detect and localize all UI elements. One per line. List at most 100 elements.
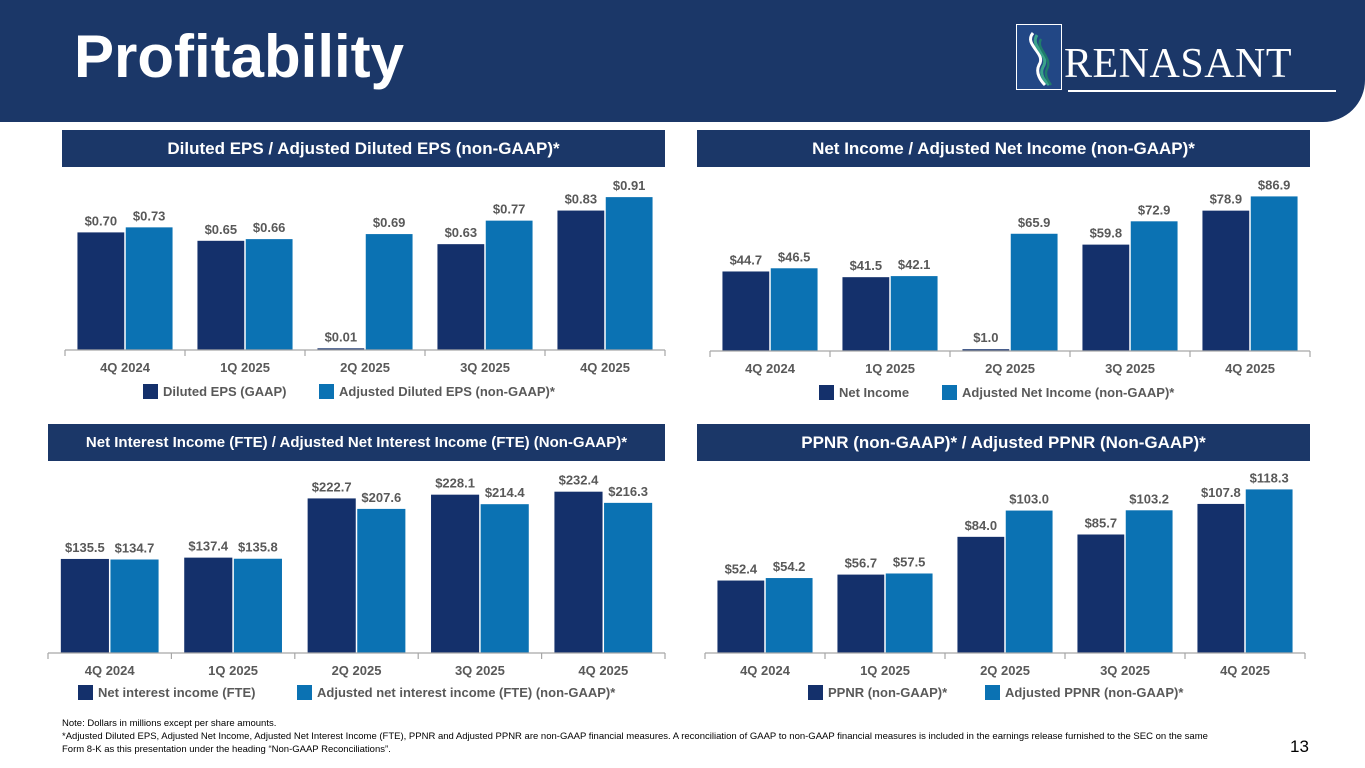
- data-label: $135.8: [238, 540, 278, 555]
- bar-secondary: [1005, 510, 1053, 653]
- category-label: 1Q 2025: [220, 360, 270, 375]
- bar-secondary: [125, 227, 173, 350]
- bar-secondary: [770, 268, 818, 351]
- bar-secondary: [605, 197, 653, 350]
- category-label: 4Q 2025: [1225, 361, 1275, 376]
- panel-header-ppnr: PPNR (non-GAAP)* / Adjusted PPNR (Non-GA…: [697, 424, 1310, 461]
- legend-swatch-primary: [78, 685, 93, 700]
- category-label: 3Q 2025: [460, 360, 510, 375]
- data-label: $0.73: [133, 208, 166, 223]
- bar-primary: [557, 210, 605, 350]
- data-label: $56.7: [845, 556, 878, 571]
- data-label: $134.7: [115, 541, 155, 556]
- category-label: 4Q 2024: [740, 663, 791, 678]
- category-label: 3Q 2025: [1105, 361, 1155, 376]
- bar-primary: [722, 271, 770, 351]
- bar-primary: [957, 536, 1005, 653]
- logo-text: RENASANT: [1064, 41, 1293, 87]
- data-label: $0.69: [373, 215, 406, 230]
- data-label: $207.6: [361, 490, 401, 505]
- chart-net-income: $44.7 $46.5 4Q 2024 $41.5 $42.1 1Q 2025 $1.0 $6…: [709, 177, 1311, 400]
- footnote-dollars: Note: Dollars in millions except per sha…: [62, 718, 277, 729]
- data-label: $0.83: [565, 192, 598, 207]
- data-label: $46.5: [778, 249, 811, 264]
- data-label: $103.0: [1009, 492, 1049, 507]
- data-label: $86.9: [1258, 177, 1291, 192]
- bar-primary: [317, 348, 365, 350]
- bar-primary: [842, 277, 890, 351]
- title-bar: Profitability RENASANT: [0, 0, 1365, 122]
- data-label: $0.66: [253, 220, 286, 235]
- bar-primary: [1197, 503, 1245, 653]
- data-label: $1.0: [973, 330, 998, 345]
- data-label: $85.7: [1085, 515, 1118, 530]
- data-label: $222.7: [312, 479, 352, 494]
- legend-label: PPNR (non-GAAP)*: [828, 685, 948, 700]
- chart-diluted-eps: $0.70 $0.73 4Q 2024 $0.65 $0.66 1Q 2025 $0.01 $…: [64, 178, 666, 399]
- bar-secondary: [1245, 489, 1293, 653]
- data-label: $41.5: [850, 258, 883, 273]
- bar-primary: [837, 574, 885, 653]
- category-label: 4Q 2025: [578, 663, 628, 678]
- legend-swatch-primary: [808, 685, 823, 700]
- category-label: 2Q 2025: [340, 360, 390, 375]
- panel-header-net-income: Net Income / Adjusted Net Income (non-GA…: [697, 130, 1310, 167]
- data-label: $228.1: [435, 476, 475, 491]
- bar-secondary: [1250, 196, 1298, 351]
- legend-label: Adjusted PPNR (non-GAAP)*: [1005, 685, 1184, 700]
- data-label: $0.70: [85, 213, 118, 228]
- category-label: 4Q 2025: [1220, 663, 1270, 678]
- data-label: $0.63: [445, 225, 478, 240]
- data-label: $54.2: [773, 559, 806, 574]
- bar-secondary: [480, 504, 529, 653]
- category-label: 4Q 2025: [580, 360, 630, 375]
- panel-header-eps: Diluted EPS / Adjusted Diluted EPS (non-…: [62, 130, 665, 167]
- bar-primary: [437, 244, 485, 350]
- category-label: 2Q 2025: [985, 361, 1035, 376]
- bar-primary: [184, 557, 233, 653]
- category-label: 2Q 2025: [332, 663, 382, 678]
- category-label: 3Q 2025: [455, 663, 505, 678]
- logo-emblem-icon: [1016, 24, 1062, 90]
- data-label: $65.9: [1018, 215, 1051, 230]
- bar-secondary: [1010, 233, 1058, 351]
- bar-secondary: [885, 573, 933, 653]
- chart-ppnr: $52.4 $54.2 4Q 2024 $56.7 $57.5 1Q 2025 $84.0 $…: [704, 470, 1306, 700]
- data-label: $59.8: [1090, 226, 1123, 241]
- data-label: $44.7: [730, 252, 763, 267]
- data-label: $84.0: [965, 518, 998, 533]
- bar-primary: [431, 494, 480, 653]
- data-label: $0.01: [325, 329, 358, 344]
- bar-secondary: [1130, 221, 1178, 351]
- data-label: $216.3: [608, 484, 648, 499]
- bar-secondary: [110, 559, 159, 653]
- bar-primary: [77, 232, 125, 350]
- data-label: $78.9: [1210, 192, 1243, 207]
- bar-primary: [1077, 534, 1125, 653]
- category-label: 1Q 2025: [865, 361, 915, 376]
- bar-secondary: [765, 578, 813, 653]
- data-label: $135.5: [65, 540, 105, 555]
- data-label: $107.8: [1201, 485, 1241, 500]
- category-label: 4Q 2024: [85, 663, 136, 678]
- bar-secondary: [365, 234, 413, 350]
- bar-secondary: [245, 239, 293, 350]
- category-label: 3Q 2025: [1100, 663, 1150, 678]
- data-label: $42.1: [898, 257, 931, 272]
- category-label: 2Q 2025: [980, 663, 1030, 678]
- legend-swatch-secondary: [985, 685, 1000, 700]
- bar-primary: [1202, 210, 1250, 351]
- bar-primary: [307, 498, 356, 653]
- data-label: $0.91: [613, 178, 646, 193]
- legend-label: Adjusted Net Income (non-GAAP)*: [962, 385, 1175, 400]
- data-label: $232.4: [559, 473, 600, 488]
- category-label: 1Q 2025: [860, 663, 910, 678]
- data-label: $72.9: [1138, 202, 1171, 217]
- legend-swatch-primary: [143, 384, 158, 399]
- logo-underline: [1068, 90, 1336, 92]
- footnote-non-gaap: *Adjusted Diluted EPS, Adjusted Net Inco…: [62, 731, 1208, 755]
- bar-primary: [60, 558, 109, 653]
- data-label: $0.77: [493, 202, 526, 217]
- bar-secondary: [890, 276, 938, 351]
- bar-primary: [1082, 244, 1130, 351]
